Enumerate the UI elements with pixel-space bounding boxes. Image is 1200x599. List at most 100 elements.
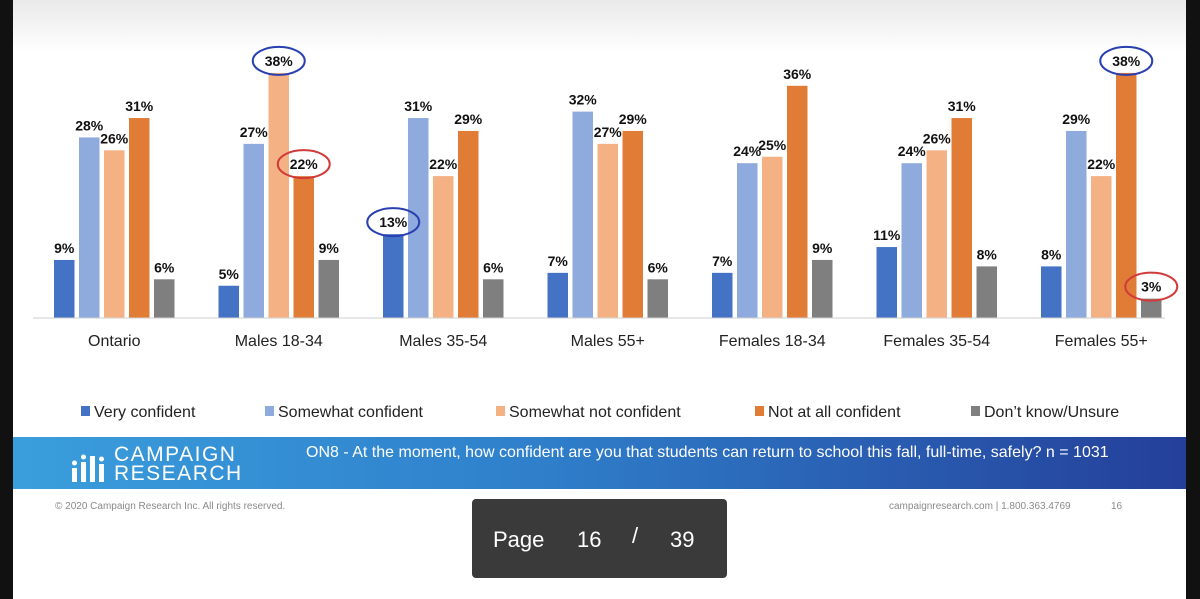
total-pages: 39 — [670, 527, 695, 552]
bar-ontario-somewhat-not-confident — [104, 150, 125, 318]
value-label-ontario-very-confident: 9% — [54, 240, 75, 256]
value-label-females-18-34-very-confident: 7% — [712, 253, 733, 269]
legend-swatch-very-confident — [81, 406, 90, 416]
bar-ontario-somewhat-confident — [79, 137, 100, 318]
legend-swatch-not-at-all-confident — [755, 406, 764, 416]
value-label-males-55-somewhat-not-confident: 27% — [594, 124, 623, 140]
page-indicator: Page 16 / 39 — [472, 499, 727, 578]
bar-males-35-54-not-at-all-confident — [458, 130, 479, 318]
bar-males-18-34-somewhat-confident — [243, 143, 264, 318]
bar-females-35-54-very-confident — [876, 247, 897, 318]
bar-males-55-don-t-know-unsure — [647, 279, 668, 318]
bar-males-55-somewhat-confident — [572, 111, 593, 318]
slide-number: 16 — [1111, 501, 1123, 512]
value-label-males-55-don-t-know-unsure: 6% — [648, 259, 669, 275]
value-label-females-18-34-somewhat-confident: 24% — [733, 143, 762, 159]
bar-ontario-very-confident — [54, 259, 75, 318]
value-label-females-55-very-confident: 8% — [1041, 246, 1062, 262]
value-label-males-18-34-somewhat-confident: 27% — [240, 124, 269, 140]
category-label-ontario: Ontario — [88, 333, 141, 350]
bar-females-55-somewhat-not-confident — [1091, 176, 1112, 318]
slide: 9% 28% 26% 31% 6% 5% 27% 38% 22% 9% 13% 31% 22% 29% 6%… — [13, 0, 1186, 599]
category-label-females-35-54: Females 35-54 — [883, 333, 990, 350]
category-label-males-18-34: Males 18-34 — [235, 333, 323, 350]
value-label-females-35-54-very-confident: 11% — [873, 227, 901, 243]
highlight-circle-females-55-don-t-know-unsure — [1124, 271, 1179, 302]
value-label-females-35-54-somewhat-not-confident: 26% — [923, 130, 952, 146]
bar-males-35-54-don-t-know-unsure — [483, 279, 504, 318]
legend-swatch-somewhat-not-confident — [496, 406, 505, 416]
bar-males-18-34-somewhat-not-confident — [268, 72, 289, 319]
page-indicator-label: Page — [493, 527, 545, 552]
value-label-males-18-34-don-t-know-unsure: 9% — [319, 240, 340, 256]
highlight-circle-males-18-34-not-at-all-confident — [276, 149, 331, 180]
value-label-females-18-34-don-t-know-unsure: 9% — [812, 240, 833, 256]
bar-females-35-54-not-at-all-confident — [951, 118, 972, 318]
bar-females-55-somewhat-confident — [1066, 130, 1087, 318]
bar-females-18-34-not-at-all-confident — [787, 85, 808, 318]
bar-females-18-34-somewhat-confident — [737, 163, 758, 318]
value-label-males-35-54-very-confident: 13% — [379, 214, 408, 230]
legend-swatch-somewhat-confident — [265, 406, 274, 416]
value-label-ontario-don-t-know-unsure: 6% — [154, 259, 175, 275]
value-labels-layer: 9%28%26%31%6% 5%27%38%22%9%13%31%22%29%6%… — [54, 45, 1179, 302]
highlight-circle-males-18-34-somewhat-not-confident — [251, 45, 306, 76]
value-label-females-55-don-t-know-unsure: 3% — [1141, 279, 1162, 295]
value-label-males-35-54-not-at-all-confident: 29% — [454, 111, 483, 127]
bar-ontario-don-t-know-unsure — [154, 279, 175, 318]
value-label-females-55-not-at-all-confident: 38% — [1112, 53, 1141, 69]
value-label-males-35-54-somewhat-not-confident: 22% — [429, 156, 458, 172]
value-label-females-18-34-not-at-all-confident: 36% — [783, 66, 812, 82]
bar-males-18-34-not-at-all-confident — [293, 176, 314, 318]
value-label-males-55-somewhat-confident: 32% — [569, 92, 598, 108]
highlight-circle-males-35-54-very-confident — [366, 207, 421, 238]
logo-text-research: RESEARCH — [114, 462, 243, 485]
value-label-males-55-not-at-all-confident: 29% — [619, 111, 648, 127]
bar-males-35-54-very-confident — [383, 234, 404, 318]
bar-females-18-34-somewhat-not-confident — [762, 156, 783, 318]
bar-males-35-54-somewhat-not-confident — [433, 176, 454, 318]
bar-females-18-34-very-confident — [712, 272, 733, 318]
slide-top-shade — [13, 0, 1186, 52]
logo-bars-icon — [72, 454, 104, 482]
value-label-males-35-54-somewhat-confident: 31% — [404, 98, 433, 114]
category-label-females-18-34: Females 18-34 — [719, 333, 826, 350]
legend-label-not-at-all-confident: Not at all confident — [768, 404, 901, 421]
page-separator: / — [632, 523, 639, 548]
legend-label-somewhat-confident: Somewhat confident — [278, 404, 424, 421]
value-label-ontario-somewhat-confident: 28% — [75, 117, 104, 133]
value-label-males-35-54-don-t-know-unsure: 6% — [483, 259, 504, 275]
bar-females-35-54-don-t-know-unsure — [976, 266, 997, 318]
bar-males-55-not-at-all-confident — [622, 130, 643, 318]
bar-males-55-somewhat-not-confident — [597, 143, 618, 318]
value-label-females-35-54-don-t-know-unsure: 8% — [977, 246, 998, 262]
value-label-females-35-54-somewhat-confident: 24% — [898, 143, 927, 159]
category-label-females-55: Females 55+ — [1055, 333, 1148, 350]
category-label-males-55: Males 55+ — [571, 333, 645, 350]
value-label-males-55-very-confident: 7% — [548, 253, 569, 269]
value-label-males-18-34-not-at-all-confident: 22% — [290, 156, 319, 172]
copyright-text: © 2020 Campaign Research Inc. All rights… — [55, 501, 286, 512]
value-label-females-55-somewhat-confident: 29% — [1062, 111, 1091, 127]
bar-ontario-not-at-all-confident — [129, 118, 150, 318]
logo-text-campaign: CAMPAIGN — [114, 443, 237, 466]
grouped-bar-chart: 9%28%26%31%6% 5%27%38%22%9%13%31%22%29%6%… — [33, 45, 1179, 421]
legend-label-somewhat-not-confident: Somewhat not confident — [509, 404, 681, 421]
value-label-ontario-not-at-all-confident: 31% — [125, 98, 154, 114]
bar-females-55-very-confident — [1041, 266, 1062, 318]
bar-females-18-34-don-t-know-unsure — [812, 259, 833, 318]
value-label-females-55-somewhat-not-confident: 22% — [1087, 156, 1116, 172]
bar-males-55-very-confident — [547, 272, 568, 318]
bar-males-18-34-very-confident — [218, 285, 239, 318]
campaign-research-logo: CAMPAIGN RESEARCH — [70, 444, 245, 484]
legend-label-very-confident: Very confident — [94, 404, 196, 421]
value-label-females-18-34-somewhat-not-confident: 25% — [758, 137, 787, 153]
current-page-number: 16 — [577, 527, 602, 552]
legend: Very confident Somewhat confident Somewhat… — [81, 404, 1119, 421]
category-label-males-35-54: Males 35-54 — [399, 333, 487, 350]
bar-females-55-don-t-know-unsure — [1141, 298, 1162, 318]
question-banner: CAMPAIGN RESEARCH ON8 - At the moment, h… — [13, 437, 1186, 489]
bar-females-35-54-somewhat-confident — [901, 163, 922, 318]
value-label-females-35-54-not-at-all-confident: 31% — [948, 98, 977, 114]
value-label-ontario-somewhat-not-confident: 26% — [100, 130, 129, 146]
